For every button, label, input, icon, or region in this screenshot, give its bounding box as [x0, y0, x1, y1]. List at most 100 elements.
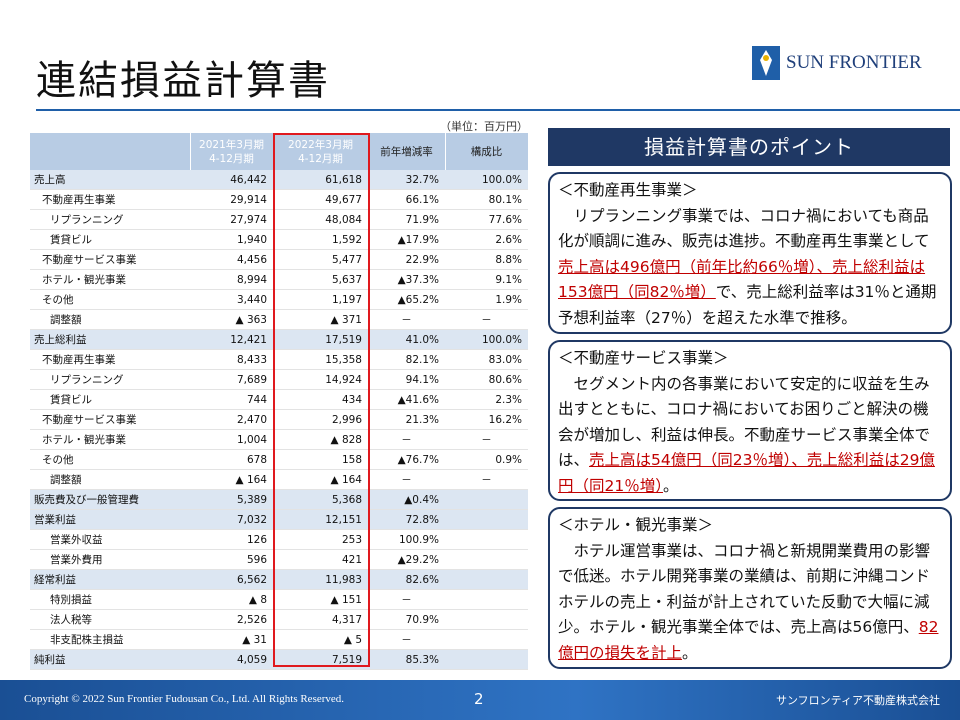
point-box: ＜ホテル・観光事業＞ ホテル運営事業は、コロナ禍と新規開業費用の影響で低迷。ホテ…	[548, 507, 952, 669]
row-label: 調整額	[30, 309, 190, 330]
cell: 678	[190, 449, 273, 470]
cell: ▲29.2%	[368, 549, 445, 570]
cell: 5,389	[190, 489, 273, 510]
cell: 5,477	[273, 249, 368, 270]
unit-label: （単位：百万円）	[440, 120, 528, 133]
cell: ▲ 31	[190, 629, 273, 650]
cell: 3,440	[190, 289, 273, 310]
column-header: 2021年3月期 4-12月期	[190, 133, 274, 170]
row-label: 販売費及び一般管理費	[30, 489, 190, 510]
cell: 41.0%	[368, 329, 445, 350]
row-label: 不動産サービス事業	[30, 249, 190, 270]
cell: 2,526	[190, 609, 273, 630]
cell: 1.9%	[445, 289, 528, 310]
cell: 66.1%	[368, 189, 445, 210]
cell	[445, 549, 528, 570]
table-row: 不動産サービス事業 2,470 2,996 21.3% 16.2%	[30, 409, 528, 430]
cell	[445, 569, 528, 590]
table-row: 法人税等 2,526 4,317 70.9%	[30, 609, 528, 630]
cell: ▲ 5	[273, 629, 368, 650]
company-name: サンフロンティア不動産株式会社	[776, 694, 941, 707]
cell: －	[368, 629, 445, 650]
cell: 100.0%	[445, 329, 528, 350]
table-row: 売上高 46,442 61,618 32.7% 100.0%	[30, 170, 528, 190]
column-header: 2022年3月期 4-12月期	[273, 133, 369, 170]
row-label: 特別損益	[30, 589, 190, 610]
cell	[445, 609, 528, 630]
cell: 2,996	[273, 409, 368, 430]
cell: 49,677	[273, 189, 368, 210]
column-header: 構成比	[445, 133, 529, 170]
table-row: ホテル・観光事業 1,004 ▲ 828 －－	[30, 429, 528, 450]
cell: 71.9%	[368, 209, 445, 230]
point-box: ＜不動産再生事業＞ リプランニング事業では、コロナ禍においても商品化が順調に進み…	[548, 172, 952, 334]
cell: 1,004	[190, 429, 273, 450]
cell: 80.6%	[445, 369, 528, 390]
row-label: 不動産サービス事業	[30, 409, 190, 430]
row-label: リプランニング	[30, 369, 190, 390]
row-label: 調整額	[30, 469, 190, 490]
point-highlight: 82億円の損失を計上	[558, 618, 939, 662]
cell: 1,940	[190, 229, 273, 250]
cell: ▲17.9%	[368, 229, 445, 250]
cell: 9.1%	[445, 269, 528, 290]
row-label: 純利益	[30, 649, 190, 670]
table-row: 経常利益 6,562 11,983 82.6%	[30, 569, 528, 590]
cell: 158	[273, 449, 368, 470]
cell: 4,317	[273, 609, 368, 630]
cell: 21.3%	[368, 409, 445, 430]
cell	[445, 509, 528, 530]
row-label: 営業利益	[30, 509, 190, 530]
point-body: リプランニング事業では、コロナ禍においても商品化が順調に進み、販売は進捗。不動産…	[558, 204, 942, 332]
cell: 126	[190, 529, 273, 550]
cell: －	[368, 589, 445, 610]
cell: ▲ 164	[190, 469, 273, 490]
cell: ▲65.2%	[368, 289, 445, 310]
cell: ▲ 363	[190, 309, 273, 330]
cell: 5,368	[273, 489, 368, 510]
cell: 70.9%	[368, 609, 445, 630]
cell: ▲76.7%	[368, 449, 445, 470]
cell: ▲ 164	[273, 469, 368, 490]
table-row: 営業利益 7,032 12,151 72.8%	[30, 509, 528, 530]
cell: 1,197	[273, 289, 368, 310]
row-label: 法人税等	[30, 609, 190, 630]
cell: 12,151	[273, 509, 368, 530]
table-row: 不動産再生事業 29,914 49,677 66.1% 80.1%	[30, 189, 528, 210]
table-row: リプランニング 7,689 14,924 94.1% 80.6%	[30, 369, 528, 390]
row-label: 売上総利益	[30, 329, 190, 350]
cell: ▲ 371	[273, 309, 368, 330]
cell	[445, 629, 528, 650]
cell: 17,519	[273, 329, 368, 350]
table-row: 営業外収益 126 253 100.9%	[30, 529, 528, 550]
cell: 80.1%	[445, 189, 528, 210]
row-label: リプランニング	[30, 209, 190, 230]
cell: 48,084	[273, 209, 368, 230]
cell: ▲37.3%	[368, 269, 445, 290]
cell: 744	[190, 389, 273, 410]
cell: 16.2%	[445, 409, 528, 430]
table-row: リプランニング 27,974 48,084 71.9% 77.6%	[30, 209, 528, 230]
point-text: ホテル運営事業は、コロナ禍と新規開業費用の影響で低迷。ホテル開発事業の業績は、前…	[558, 541, 931, 637]
cell: 82.1%	[368, 349, 445, 370]
table-row: 賃貸ビル 744 434 ▲41.6% 2.3%	[30, 389, 528, 410]
row-label: その他	[30, 289, 190, 310]
cell: 2.3%	[445, 389, 528, 410]
cell: 32.7%	[368, 170, 445, 190]
cell: 82.6%	[368, 569, 445, 590]
cell: 7,689	[190, 369, 273, 390]
cell: 27,974	[190, 209, 273, 230]
cell: 11,983	[273, 569, 368, 590]
pl-table: 2021年3月期 4-12月期 2022年3月期 4-12月期 前年増減率 構成比 売…	[30, 133, 529, 670]
cell: ▲ 151	[273, 589, 368, 610]
logo-icon	[752, 46, 780, 80]
table-row: その他 3,440 1,197 ▲65.2% 1.9%	[30, 289, 528, 310]
cell: －	[445, 309, 528, 330]
cell: 15,358	[273, 349, 368, 370]
row-label: 経常利益	[30, 569, 190, 590]
row-label: 営業外費用	[30, 549, 190, 570]
logo: SUN FRONTIER	[752, 46, 922, 80]
cell: －	[368, 469, 445, 490]
cell: 8,433	[190, 349, 273, 370]
cell: ▲ 828	[273, 429, 368, 450]
